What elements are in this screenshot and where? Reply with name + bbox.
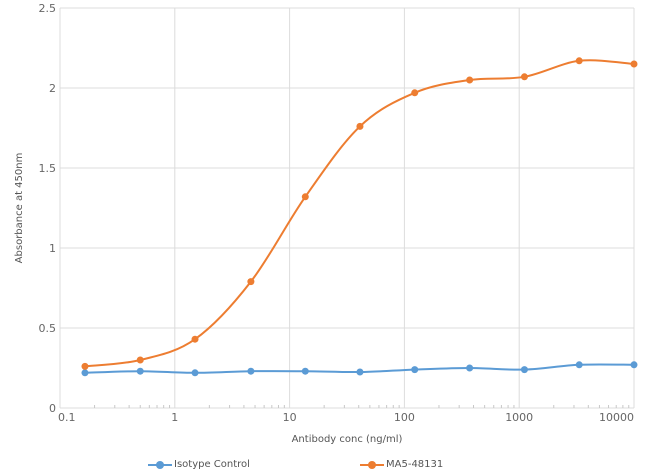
x-tick-label: 10 <box>283 411 297 424</box>
legend-label: MA5-48131 <box>386 459 444 470</box>
y-tick-label: 0.5 <box>39 322 57 335</box>
legend: Isotype Control MA5-48131 <box>0 459 650 475</box>
x-axis-title: Antibody conc (ng/ml) <box>292 434 403 445</box>
grid-lines <box>59 7 635 409</box>
y-tick-label: 0 <box>49 402 56 415</box>
data-point[interactable] <box>191 369 199 377</box>
data-point[interactable] <box>301 193 309 201</box>
series-marker-icon <box>148 460 172 470</box>
data-point[interactable] <box>575 57 583 65</box>
x-tick-label: 1000 <box>505 411 533 424</box>
x-tick-label: 100 <box>394 411 415 424</box>
series-ma5-48131 <box>81 57 638 370</box>
x-axis-ticks: 0.1 1 10 100 1000 10000 <box>58 411 634 424</box>
y-axis-title: Absorbance at 450nm <box>14 153 25 264</box>
data-point[interactable] <box>466 76 474 84</box>
legend-item-ma5-48131[interactable]: MA5-48131 <box>360 459 443 470</box>
series-line <box>84 59 635 368</box>
data-point[interactable] <box>630 361 638 369</box>
data-point[interactable] <box>356 368 364 376</box>
series-isotype-control <box>81 361 638 377</box>
data-point[interactable] <box>136 356 144 364</box>
data-point[interactable] <box>301 367 309 375</box>
x-tick-label: 0.1 <box>58 411 76 424</box>
data-point[interactable] <box>411 366 419 374</box>
series-group <box>81 57 638 377</box>
x-tick-label: 1 <box>171 411 178 424</box>
y-tick-label: 1.5 <box>39 162 57 175</box>
x-tick-label: 10000 <box>599 411 634 424</box>
data-point[interactable] <box>81 369 89 377</box>
data-point[interactable] <box>247 278 255 286</box>
data-point[interactable] <box>466 364 474 372</box>
data-point[interactable] <box>575 361 583 369</box>
y-tick-label: 2.5 <box>39 2 57 15</box>
legend-label: Isotype Control <box>174 459 250 470</box>
data-point[interactable] <box>520 73 528 81</box>
data-point[interactable] <box>520 366 528 374</box>
data-point[interactable] <box>136 367 144 375</box>
y-axis-ticks: 0 0.5 1 1.5 2 2.5 <box>39 2 57 415</box>
series-marker-icon <box>360 460 384 470</box>
y-tick-label: 2 <box>49 82 56 95</box>
data-point[interactable] <box>81 362 89 370</box>
y-tick-label: 1 <box>49 242 56 255</box>
x-minor-ticks <box>94 405 630 408</box>
data-point[interactable] <box>411 89 419 97</box>
data-point[interactable] <box>247 367 255 375</box>
legend-item-isotype-control[interactable]: Isotype Control <box>148 459 250 470</box>
data-point[interactable] <box>356 122 364 130</box>
data-point[interactable] <box>191 335 199 343</box>
data-point[interactable] <box>630 60 638 68</box>
